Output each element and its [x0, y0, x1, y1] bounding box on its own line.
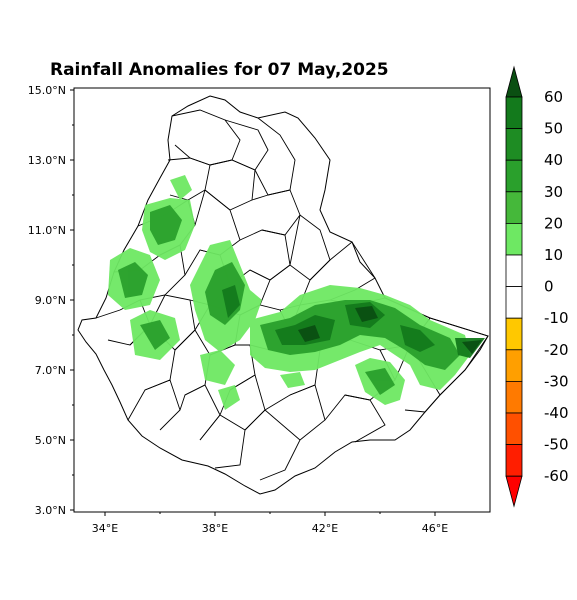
colorbar-label: -40 — [544, 404, 569, 422]
lon-label: 38°E — [202, 522, 228, 535]
colorbar-swatch — [505, 286, 523, 319]
lon-label: 34°E — [92, 522, 118, 535]
colorbar-swatch — [505, 222, 523, 256]
colorbar-label: 0 — [544, 278, 554, 296]
colorbar-swatch — [505, 96, 523, 130]
colorbar-swatch — [505, 380, 523, 414]
colorbar-label: 50 — [544, 120, 563, 138]
lat-label: 11.0°N — [28, 224, 66, 237]
colorbar-label: -20 — [544, 341, 569, 359]
latitude-axis: 15.0°N 13.0°N 11.0°N 9.0°N 7.0°N 5.0°N 3… — [28, 84, 74, 517]
lon-label: 42°E — [312, 522, 338, 535]
colorbar-label: -30 — [544, 372, 569, 390]
colorbar-swatch — [505, 128, 523, 161]
colorbar-swatch — [505, 317, 523, 351]
lat-label: 13.0°N — [28, 154, 66, 167]
colorbar-swatch — [505, 444, 523, 477]
colorbar-swatch — [505, 412, 523, 446]
lat-label: 15.0°N — [28, 84, 66, 97]
colorbar-swatch — [505, 191, 523, 224]
lat-label: 7.0°N — [35, 364, 66, 377]
colorbar-extend-top — [505, 65, 523, 98]
colorbar-label: -60 — [544, 467, 569, 485]
lat-label: 9.0°N — [35, 294, 66, 307]
lat-label: 3.0°N — [35, 504, 66, 517]
anomaly-positive-max — [298, 306, 482, 354]
lon-label: 46°E — [422, 522, 448, 535]
colorbar-swatch — [505, 159, 523, 193]
colorbar-label: 20 — [544, 214, 563, 232]
colorbar-extend-bottom — [505, 475, 523, 508]
longitude-axis: 34°E 38°E 42°E 46°E — [92, 512, 448, 535]
colorbar-label: -10 — [544, 309, 569, 327]
colorbar-label: 30 — [544, 183, 563, 201]
colorbar-label: 40 — [544, 151, 563, 169]
map-title: Rainfall Anomalies for 07 May,2025 — [50, 60, 389, 80]
colorbar-label: 10 — [544, 246, 563, 264]
colorbar-swatch — [505, 349, 523, 382]
colorbar-swatch — [505, 254, 523, 288]
colorbar-label: 60 — [544, 88, 563, 106]
lat-label: 5.0°N — [35, 434, 66, 447]
colorbar-label: -50 — [544, 436, 569, 454]
colorbar: 60 50 40 30 20 10 0 -10 -20 -30 -40 -50 -60 — [505, 65, 569, 508]
